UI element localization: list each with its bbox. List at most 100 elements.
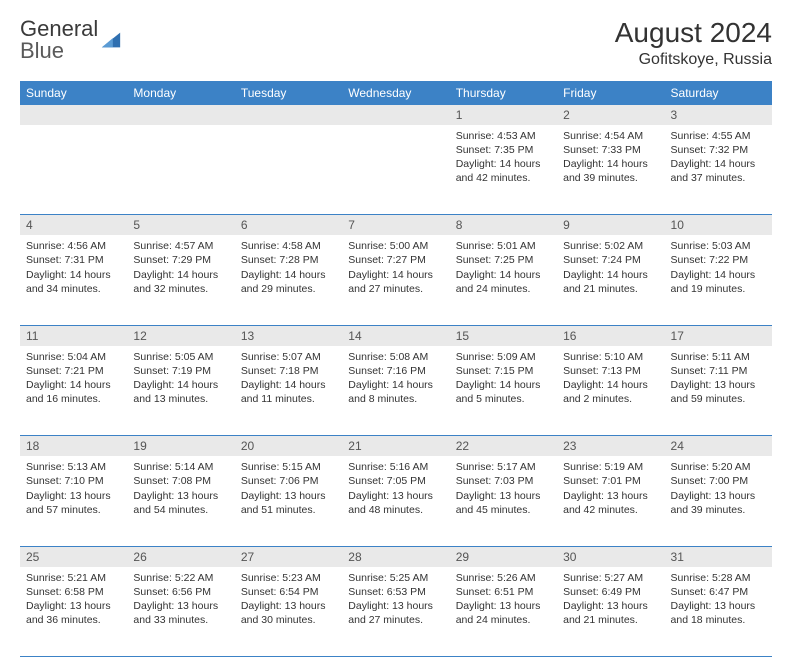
- sunrise-label: Sunrise:: [241, 572, 282, 584]
- calendar-table: SundayMondayTuesdayWednesdayThursdayFrid…: [20, 81, 772, 658]
- day-cell-body: Sunrise: 5:05 AMSunset: 7:19 PMDaylight:…: [127, 346, 234, 413]
- day-number: 4: [20, 215, 127, 236]
- sunrise-value: 5:17 AM: [497, 461, 536, 473]
- day-cell-body: Sunrise: 5:28 AMSunset: 6:47 PMDaylight:…: [665, 567, 772, 634]
- day-cell: [127, 125, 234, 215]
- sunrise-value: 5:10 AM: [605, 351, 644, 363]
- day-number: 26: [127, 546, 234, 567]
- sunset-label: Sunset:: [133, 254, 172, 266]
- day-cell-body: Sunrise: 5:02 AMSunset: 7:24 PMDaylight:…: [557, 235, 664, 302]
- day-number: [127, 105, 234, 125]
- sunrise-label: Sunrise:: [456, 461, 497, 473]
- day-cell: Sunrise: 5:04 AMSunset: 7:21 PMDaylight:…: [20, 346, 127, 436]
- month-title: August 2024: [615, 18, 772, 49]
- sunrise-value: 5:23 AM: [282, 572, 321, 584]
- day-cell-body: Sunrise: 5:08 AMSunset: 7:16 PMDaylight:…: [342, 346, 449, 413]
- sunset-label: Sunset:: [563, 144, 602, 156]
- day-number-row: 11121314151617: [20, 325, 772, 346]
- weekday-header: Sunday: [20, 81, 127, 105]
- daylight-label: Daylight:: [26, 490, 70, 502]
- sunset-value: 7:24 PM: [602, 254, 641, 266]
- daylight-label: Daylight:: [26, 269, 70, 281]
- sunrise-label: Sunrise:: [26, 240, 67, 252]
- weekday-header: Tuesday: [235, 81, 342, 105]
- sunrise-label: Sunrise:: [563, 572, 604, 584]
- daylight-label: Daylight:: [563, 600, 607, 612]
- sunrise-value: 5:25 AM: [390, 572, 429, 584]
- day-number: 7: [342, 215, 449, 236]
- sunset-label: Sunset:: [671, 254, 710, 266]
- day-number: 1: [450, 105, 557, 125]
- sunset-label: Sunset:: [456, 144, 495, 156]
- day-number: 27: [235, 546, 342, 567]
- sunrise-label: Sunrise:: [671, 461, 712, 473]
- daylight-label: Daylight:: [563, 379, 607, 391]
- sunset-value: 6:51 PM: [494, 586, 533, 598]
- sunset-value: 7:15 PM: [494, 365, 533, 377]
- sunset-value: 7:25 PM: [494, 254, 533, 266]
- sunset-value: 7:35 PM: [494, 144, 533, 156]
- sunset-label: Sunset:: [26, 254, 65, 266]
- sunrise-label: Sunrise:: [26, 572, 67, 584]
- day-cell: Sunrise: 5:10 AMSunset: 7:13 PMDaylight:…: [557, 346, 664, 436]
- sunset-value: 7:18 PM: [279, 365, 318, 377]
- day-cell-body: Sunrise: 4:53 AMSunset: 7:35 PMDaylight:…: [450, 125, 557, 192]
- sunrise-label: Sunrise:: [456, 351, 497, 363]
- weekday-header: Friday: [557, 81, 664, 105]
- day-cell: Sunrise: 5:07 AMSunset: 7:18 PMDaylight:…: [235, 346, 342, 436]
- day-number-row: 25262728293031: [20, 546, 772, 567]
- day-cell: Sunrise: 5:02 AMSunset: 7:24 PMDaylight:…: [557, 235, 664, 325]
- daylight-label: Daylight:: [456, 490, 500, 502]
- daylight-label: Daylight:: [563, 490, 607, 502]
- day-number: 2: [557, 105, 664, 125]
- sunrise-value: 5:02 AM: [605, 240, 644, 252]
- daylight-label: Daylight:: [241, 490, 285, 502]
- sunset-value: 6:56 PM: [172, 586, 211, 598]
- day-cell: Sunrise: 4:53 AMSunset: 7:35 PMDaylight:…: [450, 125, 557, 215]
- sunrise-value: 5:07 AM: [282, 351, 321, 363]
- day-cell: [20, 125, 127, 215]
- day-cell: [342, 125, 449, 215]
- day-cell-body: Sunrise: 4:55 AMSunset: 7:32 PMDaylight:…: [665, 125, 772, 192]
- weekday-header-row: SundayMondayTuesdayWednesdayThursdayFrid…: [20, 81, 772, 105]
- sunset-value: 7:27 PM: [387, 254, 426, 266]
- sunset-value: 7:33 PM: [602, 144, 641, 156]
- sunrise-label: Sunrise:: [671, 130, 712, 142]
- sunset-label: Sunset:: [26, 365, 65, 377]
- sunrise-value: 4:55 AM: [712, 130, 751, 142]
- weekday-header: Thursday: [450, 81, 557, 105]
- sunset-value: 7:19 PM: [172, 365, 211, 377]
- day-number: 9: [557, 215, 664, 236]
- daylight-label: Daylight:: [241, 269, 285, 281]
- week-row: Sunrise: 4:56 AMSunset: 7:31 PMDaylight:…: [20, 235, 772, 325]
- day-cell-body: Sunrise: 5:13 AMSunset: 7:10 PMDaylight:…: [20, 456, 127, 523]
- sunrise-label: Sunrise:: [563, 351, 604, 363]
- sunset-label: Sunset:: [671, 144, 710, 156]
- sunrise-value: 5:14 AM: [175, 461, 214, 473]
- day-number: 23: [557, 436, 664, 457]
- sunset-value: 7:01 PM: [602, 475, 641, 487]
- sunset-label: Sunset:: [563, 475, 602, 487]
- day-cell: Sunrise: 4:58 AMSunset: 7:28 PMDaylight:…: [235, 235, 342, 325]
- day-cell-body: Sunrise: 5:21 AMSunset: 6:58 PMDaylight:…: [20, 567, 127, 634]
- sunrise-value: 5:27 AM: [605, 572, 644, 584]
- day-cell: Sunrise: 5:15 AMSunset: 7:06 PMDaylight:…: [235, 456, 342, 546]
- day-number: 20: [235, 436, 342, 457]
- day-cell-body: Sunrise: 5:10 AMSunset: 7:13 PMDaylight:…: [557, 346, 664, 413]
- sunset-label: Sunset:: [133, 475, 172, 487]
- logo-text: General Blue: [20, 18, 98, 62]
- header: General Blue August 2024 Gofitskoye, Rus…: [20, 18, 772, 69]
- day-cell-body: Sunrise: 5:04 AMSunset: 7:21 PMDaylight:…: [20, 346, 127, 413]
- day-cell-body: Sunrise: 5:16 AMSunset: 7:05 PMDaylight:…: [342, 456, 449, 523]
- sunset-value: 6:49 PM: [602, 586, 641, 598]
- day-number: 10: [665, 215, 772, 236]
- sunrise-label: Sunrise:: [26, 351, 67, 363]
- day-number: 25: [20, 546, 127, 567]
- sunset-label: Sunset:: [348, 475, 387, 487]
- sunset-value: 7:08 PM: [172, 475, 211, 487]
- day-number: 31: [665, 546, 772, 567]
- day-cell-body: Sunrise: 5:11 AMSunset: 7:11 PMDaylight:…: [665, 346, 772, 413]
- sunrise-value: 5:22 AM: [175, 572, 214, 584]
- sunrise-value: 5:16 AM: [390, 461, 429, 473]
- day-number: 21: [342, 436, 449, 457]
